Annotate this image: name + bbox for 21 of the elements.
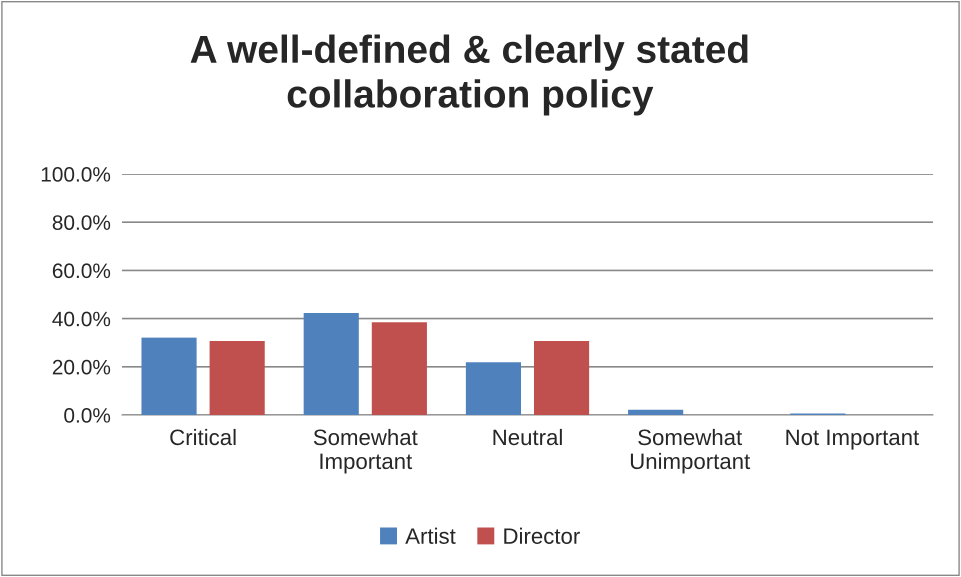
y-tick-label: 80.0% (52, 215, 110, 230)
legend-label: Director (504, 528, 580, 544)
bar (210, 341, 265, 415)
x-tick-label: Somewhat Unimportant (630, 428, 750, 474)
bar (372, 322, 427, 415)
x-tick-label: Somewhat Important (314, 428, 418, 474)
bar (141, 338, 197, 415)
x-tick-label: Not Important (786, 430, 920, 450)
legend-label: Artist (405, 528, 456, 544)
x-tick-label: Critical (170, 428, 236, 446)
y-tick-label: 20.0% (52, 360, 110, 375)
y-tick-label: 40.0% (52, 312, 110, 326)
bar (466, 362, 522, 415)
bar (304, 313, 359, 415)
bar (534, 341, 590, 415)
bar (628, 410, 684, 415)
x-tick-label: Neutral (494, 428, 562, 446)
chart-title: A well-defined & clearly stated collaboration policy (190, 34, 748, 116)
y-tick-label: 100.0% (42, 167, 110, 182)
y-tick-label: 60.0% (52, 263, 110, 278)
y-tick-label: 0.0% (64, 408, 110, 423)
